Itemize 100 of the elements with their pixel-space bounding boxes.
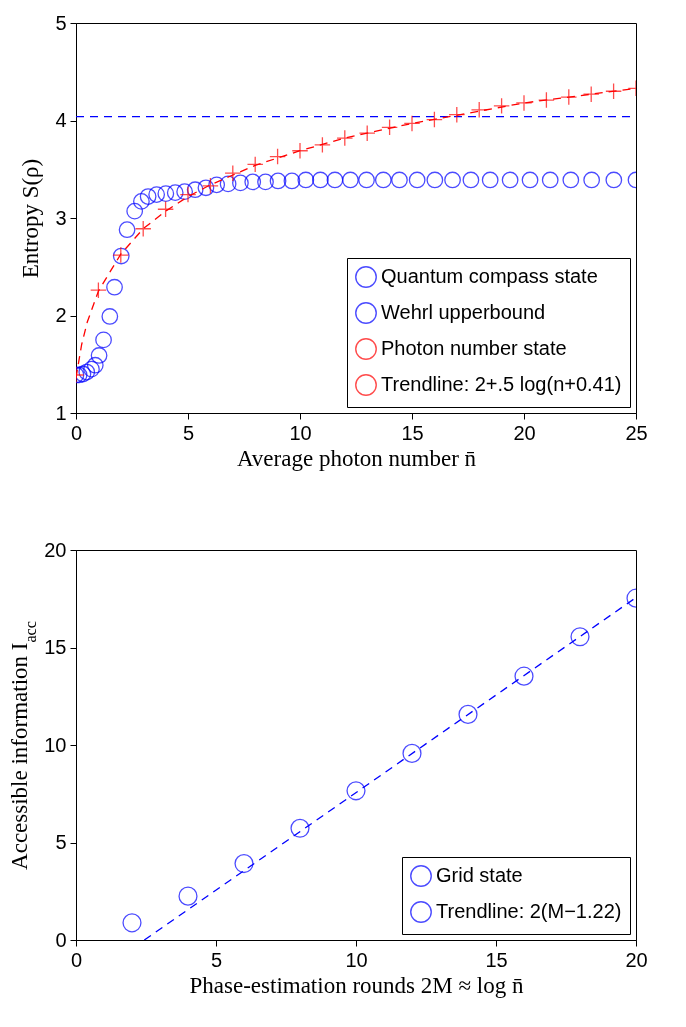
point	[358, 171, 375, 189]
point	[358, 124, 376, 142]
point	[582, 85, 600, 103]
point	[86, 356, 104, 374]
point	[605, 171, 623, 189]
x-tick-label: 0	[70, 948, 83, 971]
point	[521, 171, 539, 189]
legend-label: Quantum compass state	[381, 265, 598, 287]
point	[95, 331, 112, 349]
point	[234, 853, 254, 874]
point	[426, 111, 443, 128]
point	[197, 179, 215, 197]
point	[134, 220, 152, 238]
point	[458, 704, 478, 724]
point	[336, 129, 354, 147]
y-tick-label: 20	[44, 538, 67, 561]
point	[481, 171, 499, 189]
point	[493, 97, 510, 115]
point	[83, 360, 100, 378]
point	[291, 142, 309, 160]
point	[257, 173, 274, 191]
x-tick-label: 10	[345, 948, 368, 971]
legend-label: Trendline: 2+.5 log(n+0.41)	[381, 373, 622, 395]
x-tick-label: 0	[70, 421, 83, 444]
point	[501, 171, 519, 189]
y-tick-label: 10	[44, 733, 67, 756]
legend-label: Grid state	[436, 864, 523, 886]
point	[90, 347, 108, 364]
point	[426, 171, 444, 189]
point	[101, 308, 119, 325]
point	[560, 88, 578, 106]
point	[202, 177, 219, 195]
x-tick-label: 5	[182, 421, 195, 444]
point	[106, 278, 123, 296]
legend-label: Trendline: 2(M−1.22)	[436, 900, 622, 922]
point	[381, 118, 398, 136]
point	[314, 136, 331, 154]
x-tick-label: 15	[401, 421, 424, 444]
point	[219, 175, 237, 193]
x-tick-label: 5	[210, 948, 223, 971]
point	[570, 627, 590, 647]
point	[269, 148, 286, 165]
y-tick-label: 5	[55, 11, 67, 34]
point	[126, 202, 144, 220]
point	[444, 171, 461, 189]
y-tick-label: 15	[44, 636, 67, 658]
point	[157, 200, 174, 218]
point	[122, 913, 142, 933]
point	[346, 781, 366, 801]
point	[514, 666, 534, 686]
point	[157, 185, 175, 203]
x-axis-title: Average photon number n̄	[236, 445, 477, 471]
point	[224, 164, 242, 182]
x-tick-label: 20	[625, 948, 648, 971]
point	[402, 743, 422, 763]
x-tick-label: 10	[289, 421, 312, 444]
point	[605, 82, 622, 100]
point	[246, 155, 264, 173]
y-axis-title: Entropy S(ρ)	[18, 158, 44, 279]
point	[208, 176, 226, 194]
y-tick-label: 4	[55, 109, 67, 131]
point	[448, 106, 466, 124]
y-tick-label: 0	[55, 928, 67, 951]
point	[118, 221, 136, 239]
point	[374, 171, 392, 189]
y-tick-label: 3	[55, 206, 67, 229]
point	[583, 171, 601, 189]
point	[166, 184, 184, 202]
point	[283, 172, 301, 190]
x-tick-label: 15	[485, 948, 508, 971]
legend-label: Photon number state	[381, 337, 567, 359]
point	[311, 171, 329, 189]
point	[408, 171, 426, 189]
point	[178, 886, 198, 906]
point	[326, 171, 344, 189]
point	[297, 171, 315, 189]
x-axis-title: Phase-estimation rounds 2M ≈ log n̄	[189, 972, 524, 998]
point	[403, 115, 421, 132]
point	[78, 363, 96, 381]
point	[515, 94, 533, 112]
point	[538, 91, 555, 109]
legend-label: Wehrl upperbound	[381, 301, 546, 323]
point	[342, 171, 359, 189]
y-tick-label: 2	[55, 304, 67, 326]
point	[269, 172, 287, 190]
point	[462, 171, 480, 189]
point	[90, 281, 107, 299]
y-tick-label: 1	[55, 401, 67, 424]
point	[148, 186, 166, 203]
point	[562, 171, 580, 189]
point	[391, 171, 408, 189]
point	[232, 174, 249, 192]
point	[541, 171, 559, 189]
point	[244, 173, 262, 191]
x-tick-label: 25	[625, 421, 648, 444]
point	[290, 818, 310, 838]
x-tick-label: 20	[513, 421, 536, 444]
point	[133, 193, 150, 210]
point	[139, 188, 157, 205]
y-tick-label: 5	[55, 831, 67, 853]
